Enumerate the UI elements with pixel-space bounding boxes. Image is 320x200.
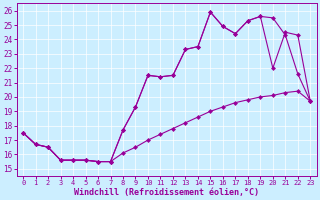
X-axis label: Windchill (Refroidissement éolien,°C): Windchill (Refroidissement éolien,°C) — [74, 188, 259, 197]
